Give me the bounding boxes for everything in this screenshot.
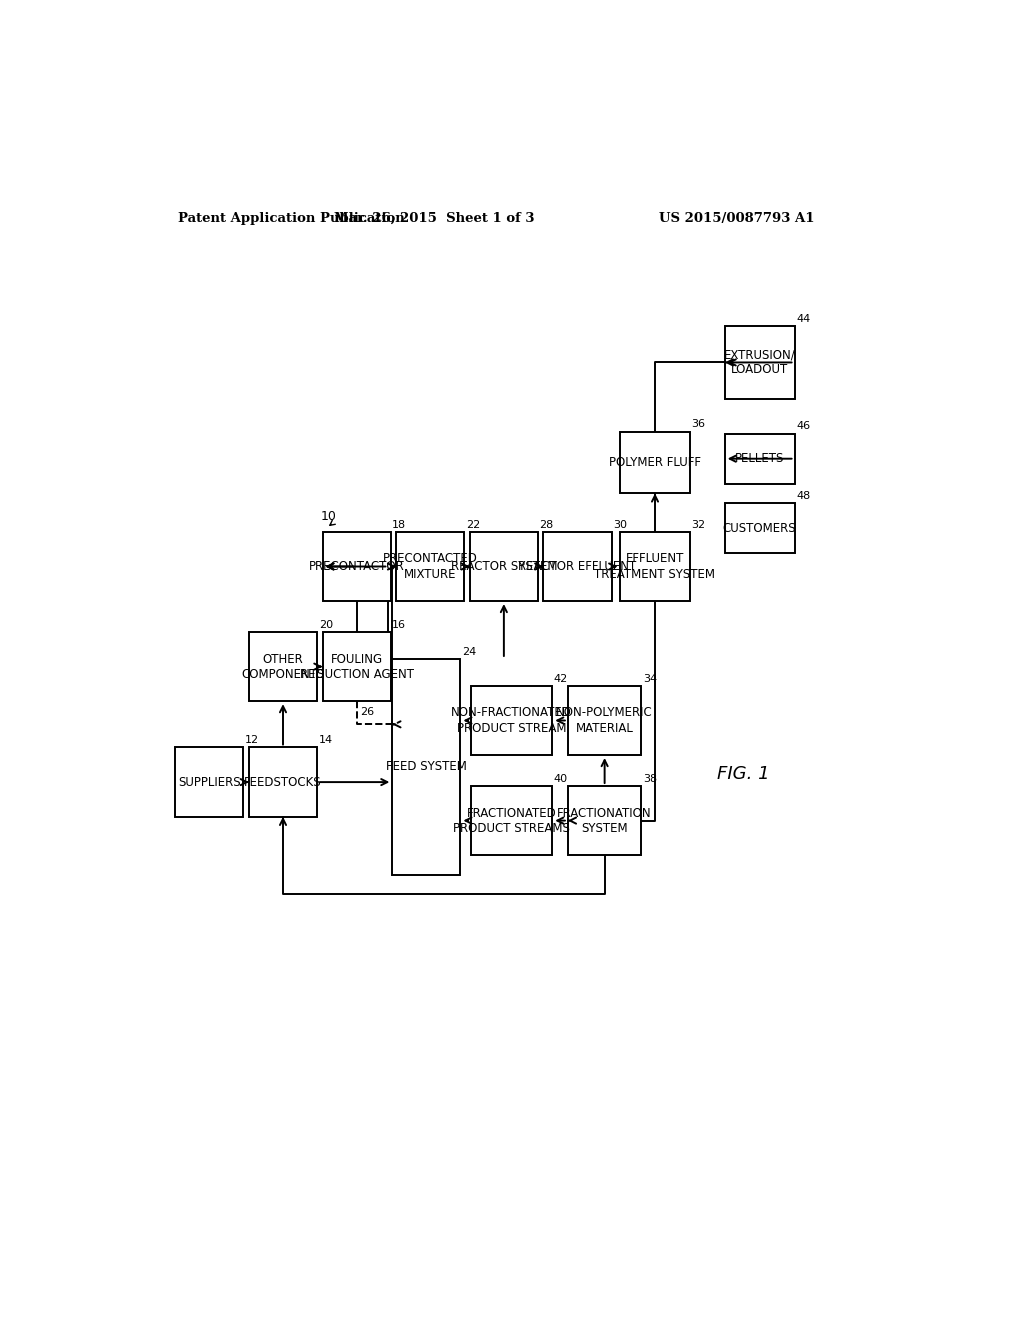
Text: 28: 28 <box>540 520 554 529</box>
Text: 12: 12 <box>245 735 259 744</box>
Bar <box>323 532 391 601</box>
Text: FRACTIONATED
PRODUCT STREAMS: FRACTIONATED PRODUCT STREAMS <box>454 807 570 834</box>
Bar <box>544 532 611 601</box>
Text: PELLETS: PELLETS <box>735 453 784 465</box>
Bar <box>725 326 795 399</box>
Bar <box>568 785 641 855</box>
Text: 48: 48 <box>796 491 810 500</box>
Text: PRECONTACTED
MIXTURE: PRECONTACTED MIXTURE <box>383 553 477 581</box>
Text: 24: 24 <box>462 647 476 656</box>
Text: 16: 16 <box>392 619 407 630</box>
Text: EXTRUSION/
LOADOUT: EXTRUSION/ LOADOUT <box>724 348 796 376</box>
Text: REACTOR EFFLUENT: REACTOR EFFLUENT <box>518 560 637 573</box>
Text: 40: 40 <box>554 774 568 784</box>
Text: 44: 44 <box>796 314 810 323</box>
Text: NON-POLYMERIC
MATERIAL: NON-POLYMERIC MATERIAL <box>556 706 653 734</box>
Text: NON-FRACTIONATED
PRODUCT STREAM: NON-FRACTIONATED PRODUCT STREAM <box>452 706 572 734</box>
Text: REACTOR SYSTEM: REACTOR SYSTEM <box>451 560 557 573</box>
Bar <box>725 434 795 483</box>
Text: PRECONTACTOR: PRECONTACTOR <box>309 560 404 573</box>
Text: FIG. 1: FIG. 1 <box>717 766 770 783</box>
Text: 36: 36 <box>691 420 706 429</box>
Text: 26: 26 <box>360 706 375 717</box>
Bar <box>396 532 464 601</box>
Bar <box>249 632 317 701</box>
Bar <box>621 532 690 601</box>
Text: 38: 38 <box>643 774 657 784</box>
Text: 18: 18 <box>392 520 407 529</box>
Text: EFFLUENT
TREATMENT SYSTEM: EFFLUENT TREATMENT SYSTEM <box>595 553 716 581</box>
Bar <box>568 686 641 755</box>
Bar <box>470 532 538 601</box>
Text: 32: 32 <box>691 520 706 529</box>
Bar <box>471 785 552 855</box>
Text: 20: 20 <box>318 619 333 630</box>
Bar <box>175 747 244 817</box>
Text: 22: 22 <box>466 520 480 529</box>
Bar <box>471 686 552 755</box>
Text: FRACTIONATION
SYSTEM: FRACTIONATION SYSTEM <box>557 807 652 834</box>
Text: FEEDSTOCKS: FEEDSTOCKS <box>244 776 322 788</box>
Bar <box>323 632 391 701</box>
Text: 14: 14 <box>318 735 333 744</box>
Text: US 2015/0087793 A1: US 2015/0087793 A1 <box>658 213 814 224</box>
Text: Mar. 26, 2015  Sheet 1 of 3: Mar. 26, 2015 Sheet 1 of 3 <box>334 213 535 224</box>
Text: FEED SYSTEM: FEED SYSTEM <box>386 760 467 774</box>
Text: POLYMER FLUFF: POLYMER FLUFF <box>609 455 701 469</box>
Text: OTHER
COMPONENTS: OTHER COMPONENTS <box>242 652 325 681</box>
Text: 42: 42 <box>554 673 568 684</box>
Bar <box>392 659 461 875</box>
Text: Patent Application Publication: Patent Application Publication <box>178 213 406 224</box>
Text: 34: 34 <box>643 673 657 684</box>
Text: 30: 30 <box>613 520 627 529</box>
Text: 46: 46 <box>796 421 810 432</box>
Text: SUPPLIERS: SUPPLIERS <box>178 776 241 788</box>
Text: 10: 10 <box>321 510 336 523</box>
Bar <box>249 747 317 817</box>
Text: FOULING
REDUCTION AGENT: FOULING REDUCTION AGENT <box>300 652 414 681</box>
Text: CUSTOMERS: CUSTOMERS <box>723 521 797 535</box>
Bar <box>725 503 795 553</box>
Bar <box>621 432 690 494</box>
